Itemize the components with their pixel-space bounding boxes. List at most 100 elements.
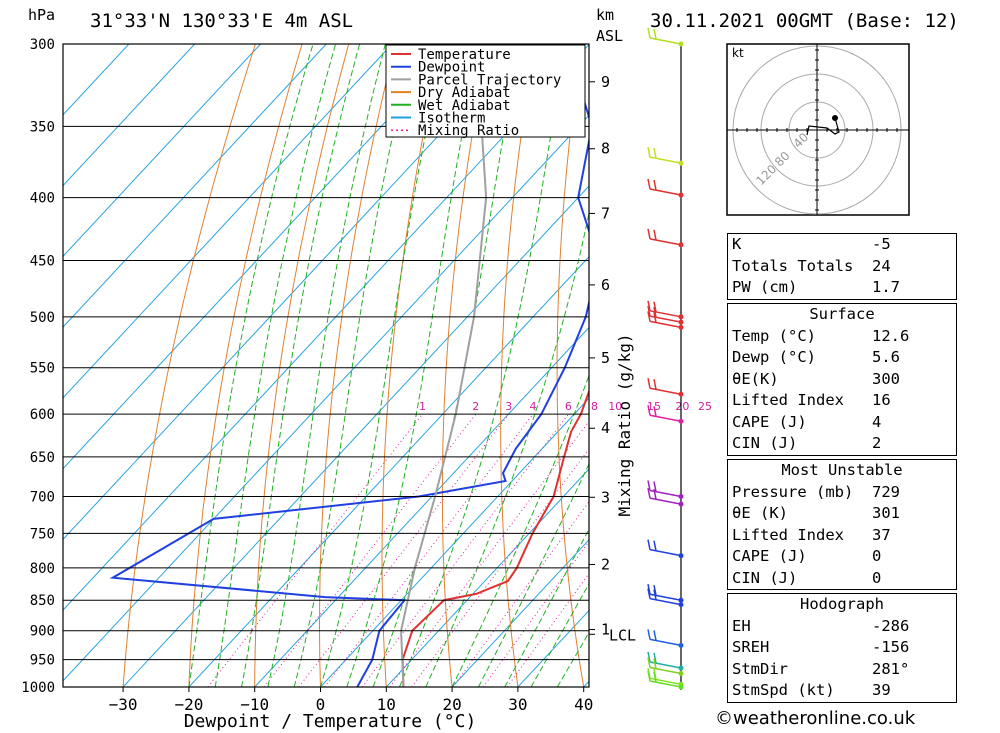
wind-barb-dot bbox=[678, 670, 684, 676]
km-tick-label: 3 bbox=[601, 488, 610, 506]
dry-adiabat-line bbox=[188, 44, 303, 687]
table-row: Lifted Index 16 bbox=[728, 390, 956, 412]
km-tick-label: 7 bbox=[601, 204, 610, 222]
wind-barb-flag bbox=[653, 301, 657, 312]
isotherm-line bbox=[320, 397, 589, 687]
isotherm-line bbox=[63, 44, 393, 399]
wind-barb-dot bbox=[678, 684, 684, 690]
wind-barb-dot bbox=[678, 160, 684, 166]
pressure-tick-label: 950 bbox=[30, 653, 55, 669]
wind-barb-flag bbox=[653, 306, 657, 318]
wind-barb-dot bbox=[678, 324, 684, 330]
wind-barb-flag bbox=[647, 487, 651, 499]
mixing-ratio-label: 20 bbox=[675, 400, 689, 413]
table-row: EH -286 bbox=[728, 616, 956, 638]
wind-barb-dot bbox=[678, 665, 684, 671]
most-unstable-table: Most Unstable Pressure (mb) 729 θE (K) 301 Li… bbox=[727, 459, 957, 590]
x-tick-label: 10 bbox=[377, 695, 396, 714]
table-row: θE(K) 300 bbox=[728, 369, 956, 391]
dry-adiabat-line bbox=[665, 26, 722, 713]
lcl-label: LCL bbox=[609, 626, 636, 644]
wind-barb-dot bbox=[678, 41, 684, 47]
mixing-ratio-label: 10 bbox=[608, 400, 622, 413]
km-tick-label: 1 bbox=[601, 621, 610, 639]
wind-barb-flag bbox=[647, 670, 651, 682]
table-title: Most Unstable bbox=[781, 461, 903, 479]
pressure-tick-label: 450 bbox=[30, 254, 55, 270]
index-name: θE(K) bbox=[732, 369, 779, 388]
isotherm-line bbox=[63, 44, 589, 611]
legend-label: Wet Adiabat bbox=[418, 98, 511, 114]
index-value: 2 bbox=[872, 434, 882, 452]
pressure-tick-label: 1000 bbox=[21, 680, 55, 696]
table-row: K -5 bbox=[728, 234, 956, 256]
pressure-tick-label: 850 bbox=[30, 593, 55, 609]
pressure-tick-label: 600 bbox=[30, 407, 55, 423]
wet-adiabat-line bbox=[267, 44, 386, 687]
index-value: -156 bbox=[872, 638, 910, 656]
wet-adiabat-line bbox=[241, 44, 361, 687]
legend-label: Isotherm bbox=[418, 111, 485, 127]
wind-barb bbox=[649, 320, 682, 329]
wind-barb-flag bbox=[653, 630, 657, 641]
isotherm-line bbox=[385, 468, 589, 687]
asl-label: ASL bbox=[596, 27, 624, 45]
index-value: 301 bbox=[872, 504, 900, 522]
wet-adiabat-line bbox=[293, 44, 414, 687]
wind-barb-dot bbox=[678, 597, 684, 603]
wind-barb-flag bbox=[647, 378, 651, 389]
index-name: Lifted Index bbox=[732, 391, 844, 409]
axes: 1234681015202530035040045050055060065070… bbox=[21, 37, 712, 732]
index-name: Dewp (°C) bbox=[732, 348, 816, 366]
wind-barb-flag bbox=[653, 585, 657, 596]
dry-adiabat-line bbox=[319, 44, 396, 687]
wind-barb-flag bbox=[647, 480, 651, 491]
wind-barb-dot bbox=[678, 553, 684, 559]
km-tick-label: 2 bbox=[601, 555, 610, 573]
wet-adiabat-line bbox=[425, 210, 589, 687]
x-tick-label: −30 bbox=[109, 695, 138, 714]
index-value: 12.6 bbox=[872, 326, 910, 345]
wind-barb bbox=[649, 37, 682, 45]
pressure-tick-label: 750 bbox=[30, 526, 55, 542]
index-value: 281° bbox=[872, 659, 910, 678]
legend-label: Parcel Trajectory bbox=[418, 72, 561, 88]
wind-barb bbox=[649, 188, 682, 196]
index-value: -286 bbox=[872, 616, 910, 635]
wind-barb-flag bbox=[653, 540, 657, 551]
wind-barb-dot bbox=[678, 242, 684, 248]
wind-barb-flag bbox=[653, 229, 657, 241]
mixing-ratio-label: 8 bbox=[591, 400, 598, 413]
isotherm-line bbox=[254, 326, 589, 687]
km-tick-label: 9 bbox=[601, 73, 610, 91]
x-tick-label: 30 bbox=[508, 695, 527, 714]
wind-barb-flag bbox=[647, 651, 651, 663]
wind-barb-dot bbox=[678, 494, 684, 500]
wind-barb-flag bbox=[653, 589, 657, 600]
mixing-ratio-line bbox=[324, 413, 534, 687]
pressure-tick-label: 500 bbox=[30, 310, 55, 326]
wind-barb bbox=[649, 680, 682, 688]
wet-adiabat-line bbox=[188, 44, 314, 687]
index-name: CAPE (J) bbox=[732, 547, 807, 565]
hodograph-table: Hodograph EH -286 SREH -156 StmDir 281° StmSpd … bbox=[727, 593, 957, 703]
index-name: StmDir bbox=[732, 659, 788, 678]
index-value: 16 bbox=[872, 391, 891, 409]
wind-barb-flag bbox=[653, 379, 657, 390]
indices-top-table: K -5 Totals Totals 24 PW (cm) 1.7 bbox=[727, 233, 957, 300]
credit-label: ©weatheronline.co.uk bbox=[715, 708, 916, 729]
index-name: CIN (J) bbox=[732, 568, 798, 587]
isotherm-line bbox=[63, 44, 196, 187]
wind-barb-dot bbox=[678, 192, 684, 198]
index-value: 729 bbox=[872, 482, 900, 501]
table-row: Dewp (°C) 5.6 bbox=[728, 347, 956, 369]
mixing-ratio-label: 3 bbox=[505, 400, 512, 413]
wind-barb-dot bbox=[678, 642, 684, 648]
wind-barb-flag bbox=[647, 147, 651, 158]
index-name: θE (K) bbox=[732, 504, 788, 522]
dry-adiabat-line bbox=[500, 44, 536, 687]
index-name: EH bbox=[732, 616, 751, 635]
dry-adiabat-line bbox=[122, 44, 256, 687]
mixing-ratio-label: 25 bbox=[698, 400, 712, 413]
